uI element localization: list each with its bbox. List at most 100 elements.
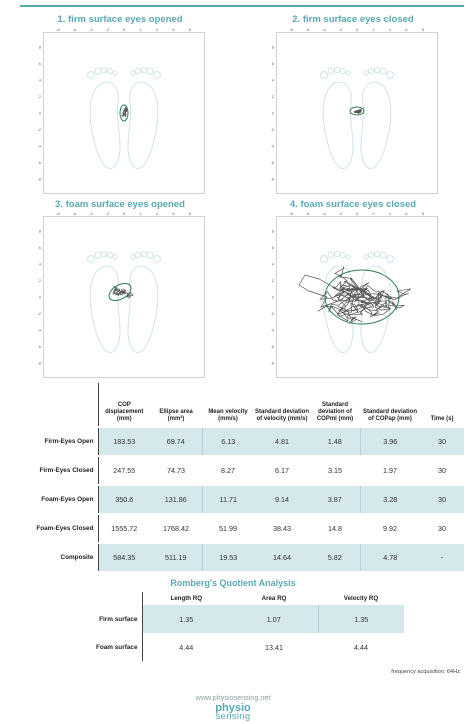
y-tick-label: 8	[272, 45, 275, 50]
plot-title-1: 1. firm surface eyes opened	[57, 14, 183, 25]
col-header-area-rq: Area RQ	[261, 595, 287, 602]
y-tick-label: -6	[270, 160, 274, 165]
y-tick-label: 2	[272, 94, 275, 99]
x-tick-label: -6	[306, 27, 310, 32]
x-tick-label: -6	[73, 211, 77, 216]
y-tick-label: 2	[39, 278, 42, 283]
x-tick-label: 8	[189, 27, 192, 32]
table-cell: 247.55	[97, 455, 150, 485]
romberg-corner	[68, 592, 142, 605]
y-tick-label: -4	[270, 328, 274, 333]
y-tick-label: -2	[37, 311, 41, 316]
y-tick-label: 0	[39, 111, 42, 116]
y-tick-label: 2	[272, 278, 275, 283]
table-cell: 1.35	[317, 605, 404, 633]
confidence-ellipse	[108, 282, 132, 302]
table-row: Foam-Eyes Open 350.6 131.86 11.71 9.14 3…	[4, 484, 464, 514]
table-cell: 14.64	[254, 542, 310, 571]
row-label: Foam-Eyes Closed	[4, 513, 98, 543]
table-row: Foam surface 4.44 13.41 4.44	[68, 633, 404, 661]
x-tick-label: -2	[339, 211, 343, 216]
x-tick-label: 2	[372, 211, 375, 216]
x-tick-label: 0	[123, 211, 126, 216]
feet-outline-icon	[87, 250, 161, 353]
x-tick-label: 2	[139, 27, 142, 32]
table-cell: 4.78	[359, 542, 420, 571]
table-cell: 1.07	[230, 605, 318, 633]
y-tick-label: -6	[37, 344, 41, 349]
x-tick-label: -2	[106, 27, 110, 32]
col-header-velocity-rq: Velocity RQ	[343, 595, 379, 602]
table-cell: 4.81	[254, 426, 310, 456]
table-cell: 11.71	[201, 484, 254, 514]
y-tick-label: -4	[37, 328, 41, 333]
col-header-ellipse-area: Ellipse area (mm²)	[159, 409, 193, 423]
table-cell: 30	[420, 426, 464, 456]
x-tick-label: 4	[156, 211, 159, 216]
x-tick-label: 8	[422, 211, 425, 216]
stabilogram-svg: -8 -6 -4 -2 0 2 4 6 8 8 6 4 2 0 -2 -4 -6 -8	[270, 211, 424, 366]
table-cell: 3.96	[359, 426, 420, 456]
romberg-title: Romberg's Quotient Analysis	[170, 578, 296, 588]
x-tick-label: 4	[156, 27, 159, 32]
y-tick-label: 6	[39, 61, 42, 66]
row-label: Firm-Eyes Closed	[4, 455, 98, 485]
feet-outline-icon	[87, 66, 161, 169]
stabilogram-firm-eyes-opened: -8 -6 -4 -2 0 2 4 6 8 8 6 4 2 0 -2 -4 -6 -8	[37, 27, 205, 194]
table-cell: 3.87	[310, 484, 360, 514]
table-cell: 30	[420, 484, 464, 514]
table-row: Foam-Eyes Closed 1555.72 1768.42 51.99 3…	[4, 513, 464, 543]
table-cell: 4.44	[354, 642, 368, 652]
table-cell: 69.74	[150, 426, 202, 456]
x-tick-label: 8	[422, 27, 425, 32]
row-label: Foam-Eyes Open	[4, 484, 98, 514]
table-cell: 1768.42	[150, 513, 202, 543]
logo-line-2: sensing	[215, 711, 251, 723]
x-tick-label: -4	[322, 27, 326, 32]
cop-trace	[112, 286, 134, 299]
col-header-sd-copap: Standard deviation of COPap (mm)	[362, 409, 417, 423]
x-tick-label: 0	[356, 211, 359, 216]
y-tick-label: 4	[39, 78, 42, 83]
stabilogram-svg: -8 -6 -4 -2 0 2 4 6 8 8 6 4 2 0 -2 -4 -6 -8	[37, 211, 191, 366]
table-cell: 6.13	[201, 426, 254, 456]
table-cell: 3.28	[359, 484, 420, 514]
table-cell: 74.73	[150, 455, 202, 485]
y-tick-label: -2	[270, 311, 274, 316]
table-cell: 38.43	[254, 513, 310, 543]
table-cell: 1.97	[360, 455, 420, 485]
stabilogram-svg: -8 -6 -4 -2 0 2 4 6 8 8 6 4 2 0 -2 -4 -6 -8	[37, 27, 191, 182]
x-tick-label: 6	[405, 27, 408, 32]
y-tick-label: 8	[39, 45, 42, 50]
x-tick-label: -8	[289, 27, 293, 32]
x-tick-label: -4	[322, 211, 326, 216]
x-tick-label: 6	[172, 211, 175, 216]
romberg-table: Length RQ Area RQ Velocity RQ Firm surfa…	[68, 592, 404, 661]
stabilogram-foam-eyes-opened: -8 -6 -4 -2 0 2 4 6 8 8 6 4 2 0 -2 -4 -6 -8	[37, 211, 205, 378]
feet-outline-icon	[320, 250, 394, 353]
y-tick-label: -2	[270, 127, 274, 132]
x-tick-label: 0	[123, 27, 126, 32]
x-tick-label: 2	[372, 27, 375, 32]
x-tick-label: -4	[89, 211, 93, 216]
physiosensing-logo: physio sensing	[0, 702, 466, 723]
table-row: Firm surface 1.35 1.07 1.35	[68, 605, 404, 633]
table-cell: 183.53	[97, 426, 150, 456]
y-tick-label: 6	[272, 245, 275, 250]
confidence-ellipse	[349, 106, 365, 116]
confidence-ellipse	[324, 269, 400, 325]
y-tick-label: -8	[37, 361, 41, 366]
y-tick-label: -2	[37, 127, 41, 132]
stabilogram-svg: -8 -6 -4 -2 0 2 4 6 8 8 6 4 2 0 -2 -4 -6 -8	[270, 27, 424, 182]
feet-outline-icon	[320, 66, 394, 169]
y-tick-label: 6	[272, 61, 275, 66]
table-cell: 19.53	[201, 542, 254, 571]
x-tick-label: -4	[89, 27, 93, 32]
table-row: Firm-Eyes Closed 247.55 74.73 8.27 6.17 …	[4, 455, 464, 485]
x-tick-label: 2	[139, 211, 142, 216]
x-tick-label: 4	[389, 211, 392, 216]
y-tick-label: 2	[39, 94, 42, 99]
cop-trace	[353, 108, 363, 115]
website-link[interactable]: www.physiosensing.net	[195, 693, 271, 702]
results-table: COP displacement (mm) Ellipse area (mm²)…	[4, 383, 464, 571]
